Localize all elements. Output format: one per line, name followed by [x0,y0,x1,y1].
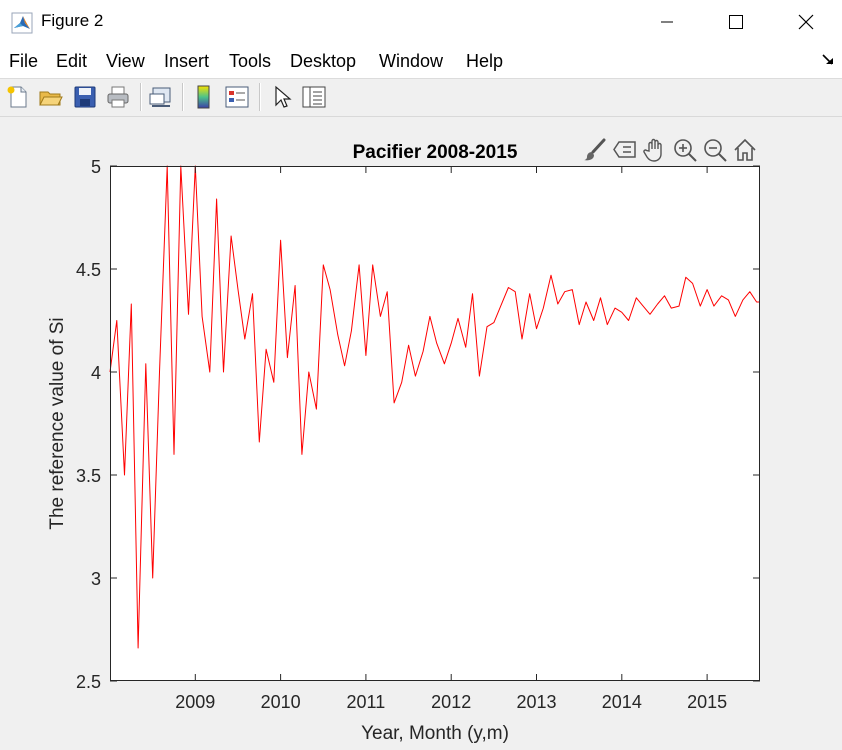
window-titlebar: Figure 2 [0,0,842,44]
window-title: Figure 2 [41,11,104,30]
axes-background [110,166,760,681]
menu-edit[interactable]: Edit [56,51,88,71]
close-icon [798,14,814,30]
toolbar-separator [140,83,142,111]
x-tick-label: 2009 [175,692,215,712]
y-tick-label: 2.5 [76,672,101,692]
figure-toolbar [0,79,842,117]
property-inspector-icon[interactable] [301,84,327,110]
insert-legend-icon[interactable] [224,84,250,110]
x-tick-label: 2014 [602,692,642,712]
menu-insert[interactable]: Insert [164,51,210,71]
menu-window[interactable]: Window [379,51,444,71]
new-figure-icon[interactable] [5,84,31,110]
axes-box [110,166,760,681]
series-line [109,165,760,649]
matlab-logo-icon [11,12,33,34]
y-tick-label: 4.5 [76,260,101,280]
data-tips-icon[interactable] [612,137,638,163]
link-plot-icon[interactable] [148,84,174,110]
minimize-button[interactable] [644,0,690,44]
save-icon[interactable] [72,84,98,110]
close-button[interactable] [783,0,829,44]
dock-arrow-icon[interactable] [822,53,834,65]
maximize-icon [729,15,743,29]
toolbar-separator [259,83,261,111]
insert-colorbar-icon[interactable] [191,84,217,110]
x-axis-label: Year, Month (y,m) [361,723,509,744]
menu-view[interactable]: View [106,51,145,71]
axes-ticks: 2009 2010 2011 2012 2013 2014 2015 2.5 3 3.5 4 4.5 5 [76,157,760,712]
print-icon[interactable] [105,84,131,110]
y-tick-label: 3.5 [76,466,101,486]
y-tick-label: 3 [91,569,101,589]
minimize-icon [661,21,673,23]
home-restore-icon[interactable] [732,137,758,163]
brush-icon[interactable] [582,137,608,163]
menu-file[interactable]: File [9,51,39,71]
y-tick-label: 4 [91,363,101,383]
pan-hand-icon[interactable] [642,137,668,163]
menu-tools[interactable]: Tools [229,51,272,71]
toolbar-separator [182,83,184,111]
y-axis-label: The reference value of Si [47,317,68,529]
zoom-out-icon[interactable] [702,137,728,163]
x-tick-label: 2015 [687,692,727,712]
menu-help[interactable]: Help [466,51,504,71]
menu-desktop[interactable]: Desktop [290,51,357,71]
open-file-icon[interactable] [38,84,64,110]
zoom-in-icon[interactable] [672,137,698,163]
chart-title: Pacifier 2008-2015 [353,142,518,163]
y-tick-label: 5 [91,157,101,177]
x-tick-label: 2010 [261,692,301,712]
edit-plot-arrow-icon[interactable] [268,84,294,110]
x-tick-label: 2012 [431,692,471,712]
x-tick-label: 2013 [516,692,556,712]
x-tick-label: 2011 [347,692,386,712]
maximize-button[interactable] [713,0,759,44]
menu-bar: File Edit View Insert Tools Desktop Wind… [0,44,842,79]
